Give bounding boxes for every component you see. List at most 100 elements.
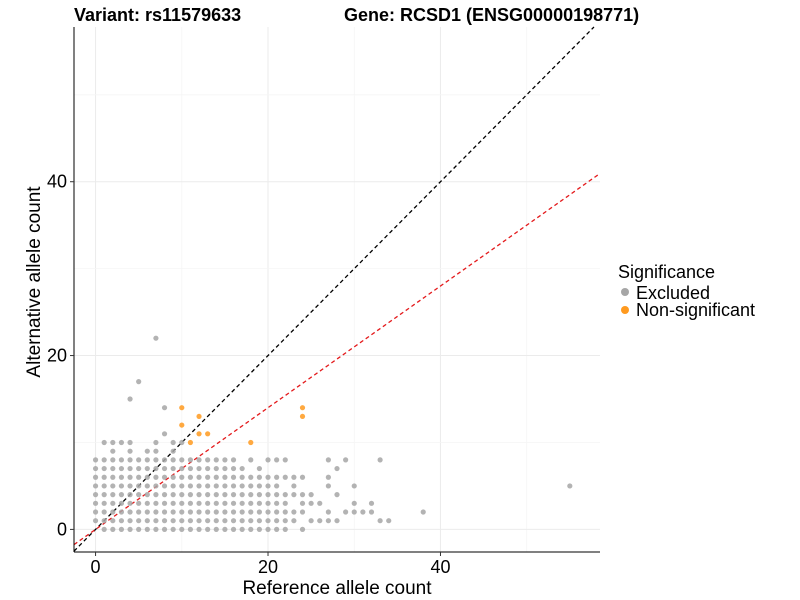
point-excluded (170, 439, 176, 446)
legend: Significance Excluded Non-significant (618, 262, 755, 320)
point-excluded (230, 509, 237, 515)
point-excluded (205, 500, 211, 506)
point-excluded (377, 457, 383, 463)
point-excluded (274, 474, 280, 480)
point-excluded (213, 509, 219, 515)
point-excluded (239, 518, 245, 524)
point-excluded (213, 492, 219, 498)
point-excluded (153, 526, 159, 533)
point-excluded (196, 492, 202, 498)
point-excluded (282, 518, 288, 524)
point-excluded (170, 509, 176, 515)
point-excluded (248, 492, 254, 498)
point-excluded (368, 509, 375, 515)
point-excluded (187, 509, 194, 515)
point-excluded (161, 457, 168, 463)
point-excluded (308, 492, 314, 498)
point-excluded (179, 474, 185, 480)
point-excluded (230, 526, 237, 533)
point-excluded (205, 509, 211, 515)
point-excluded (110, 483, 116, 489)
point-non-significant (196, 413, 202, 420)
point-excluded (161, 492, 168, 498)
point-excluded (136, 457, 142, 463)
point-excluded (213, 465, 219, 472)
point-excluded (153, 518, 159, 524)
point-excluded (205, 526, 211, 533)
point-excluded (282, 492, 288, 498)
point-non-significant (248, 439, 254, 446)
point-non-significant (299, 413, 306, 420)
point-excluded (351, 509, 357, 515)
point-excluded (144, 518, 150, 524)
point-excluded (196, 500, 202, 506)
point-excluded (274, 509, 280, 515)
point-non-significant (205, 431, 211, 437)
point-excluded (153, 474, 159, 480)
legend-title: Significance (618, 262, 715, 282)
grid (74, 27, 600, 552)
point-excluded (92, 483, 99, 489)
point-excluded (118, 483, 125, 489)
point-excluded (368, 500, 375, 506)
point-excluded (170, 500, 176, 506)
point-excluded (92, 465, 99, 472)
point-excluded (179, 439, 185, 446)
point-excluded (110, 474, 116, 480)
point-excluded (256, 518, 262, 524)
point-excluded (196, 465, 202, 472)
point-excluded (179, 500, 185, 506)
point-excluded (110, 439, 116, 446)
reference-line-identity (73, 26, 595, 552)
point-excluded (282, 457, 288, 463)
point-excluded (144, 465, 150, 472)
point-excluded (205, 518, 211, 524)
point-excluded (299, 474, 306, 480)
point-excluded (230, 457, 237, 463)
point-excluded (161, 405, 168, 411)
point-excluded (274, 457, 280, 463)
point-excluded (127, 509, 133, 515)
x-axis-title: Reference allele count (242, 578, 432, 599)
point-excluded (230, 465, 237, 472)
point-excluded (334, 465, 340, 472)
point-non-significant (179, 422, 185, 428)
point-non-significant (299, 405, 306, 411)
point-excluded (308, 500, 314, 506)
point-excluded (170, 492, 176, 498)
point-excluded (101, 526, 107, 533)
point-excluded (144, 526, 150, 533)
point-excluded (386, 518, 392, 524)
point-excluded (213, 457, 219, 463)
chart-title-variant: Variant: rs11579633 (74, 5, 241, 25)
point-excluded (153, 500, 159, 506)
point-excluded (136, 483, 142, 489)
point-excluded (187, 483, 194, 489)
axes (73, 27, 600, 553)
point-excluded (265, 518, 271, 524)
point-excluded (222, 526, 228, 533)
point-non-significant (196, 431, 202, 437)
point-excluded (187, 457, 194, 463)
point-excluded (92, 457, 99, 463)
point-excluded (213, 474, 219, 480)
point-excluded (239, 526, 245, 533)
point-excluded (343, 457, 349, 463)
point-excluded (110, 448, 116, 454)
point-excluded (101, 500, 107, 506)
point-excluded (239, 509, 245, 515)
point-excluded (127, 439, 133, 446)
point-excluded (291, 492, 297, 498)
point-excluded (222, 500, 228, 506)
point-excluded (187, 492, 194, 498)
y-tick-label: 40 (47, 172, 67, 192)
point-excluded (153, 439, 159, 446)
point-excluded (118, 439, 125, 446)
point-excluded (222, 465, 228, 472)
point-excluded (144, 448, 150, 454)
point-excluded (256, 492, 262, 498)
point-non-significant (179, 405, 185, 411)
point-excluded (196, 483, 202, 489)
point-excluded (118, 474, 125, 480)
point-excluded (127, 465, 133, 472)
